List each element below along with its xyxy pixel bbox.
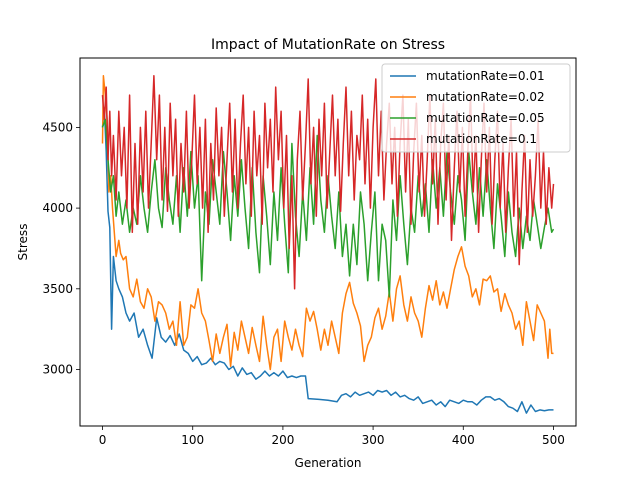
y-tick-label: 3000 xyxy=(42,363,73,377)
y-tick-label: 4500 xyxy=(42,120,73,134)
chart-title: Impact of MutationRate on Stress xyxy=(211,37,445,53)
plot-frame xyxy=(79,57,577,427)
legend-label-1: mutationRate=0.01 xyxy=(426,69,545,83)
x-tick-label: 200 xyxy=(271,433,294,447)
x-tick-label: 300 xyxy=(362,433,385,447)
y-axis: 3000 3500 4000 4500 xyxy=(42,120,80,377)
legend-label-4: mutationRate=0.1 xyxy=(426,132,537,146)
y-axis-label: Stress xyxy=(16,224,30,261)
legend-label-2: mutationRate=0.02 xyxy=(426,90,545,104)
x-tick-label: 100 xyxy=(181,433,204,447)
legend-label-3: mutationRate=0.05 xyxy=(426,111,545,125)
legend: mutationRate=0.01 mutationRate=0.02 mutati… xyxy=(381,63,571,153)
x-tick-label: 500 xyxy=(542,433,565,447)
x-axis: 0 100 200 300 400 500 xyxy=(99,426,565,447)
legend-box xyxy=(381,63,571,153)
series-line-1 xyxy=(101,107,554,414)
x-tick-label: 400 xyxy=(452,433,475,447)
y-tick-label: 3500 xyxy=(42,282,73,296)
x-axis-label: Generation xyxy=(295,456,362,470)
series-line-2 xyxy=(101,75,554,371)
series-line-3 xyxy=(101,118,555,298)
x-tick-label: 0 xyxy=(99,433,107,447)
y-tick-label: 4000 xyxy=(42,201,73,215)
plot-area xyxy=(79,57,577,427)
series-group xyxy=(101,75,555,414)
series-line-4 xyxy=(101,75,555,290)
